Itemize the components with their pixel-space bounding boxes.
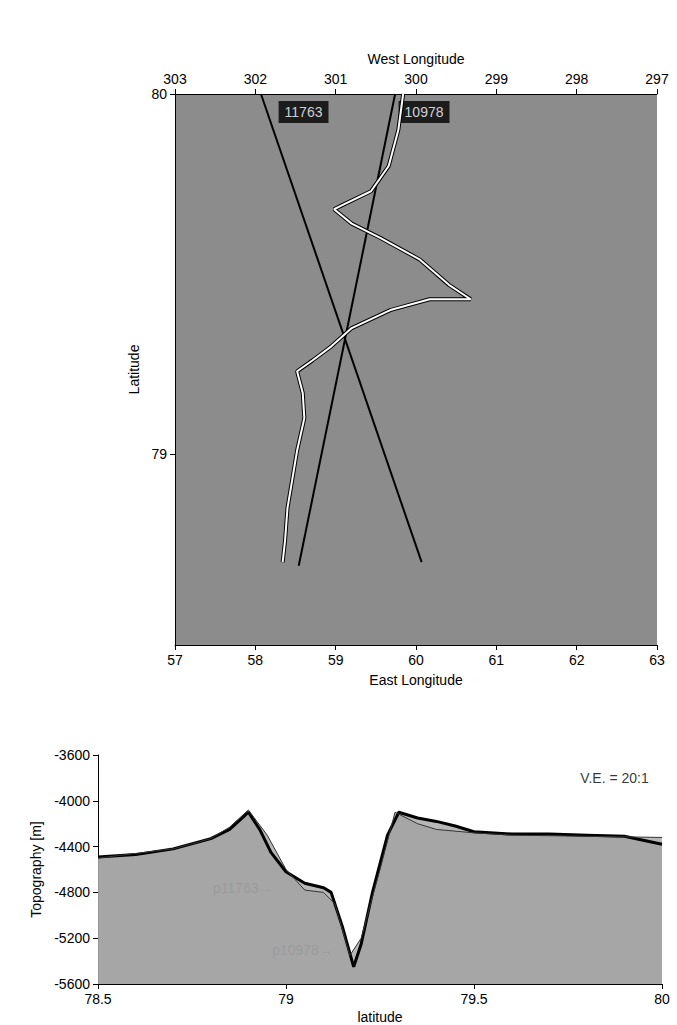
svg-text:302: 302	[244, 71, 268, 87]
svg-text:301: 301	[324, 71, 348, 87]
svg-text:303: 303	[163, 71, 187, 87]
svg-text:298: 298	[565, 71, 589, 87]
svg-text:-5600: -5600	[54, 976, 90, 992]
svg-text:79.5: 79.5	[460, 991, 487, 1007]
svg-text:Topography [m]: Topography [m]	[28, 821, 44, 918]
svg-text:10978: 10978	[405, 104, 444, 120]
svg-text:-4800: -4800	[54, 884, 90, 900]
svg-text:79: 79	[151, 446, 167, 462]
svg-text:-3600: -3600	[54, 747, 90, 763]
svg-text:latitude: latitude	[357, 1009, 402, 1025]
svg-text:61: 61	[489, 652, 505, 668]
svg-text:62: 62	[569, 652, 585, 668]
svg-text:57: 57	[167, 652, 183, 668]
svg-text:Latitude: Latitude	[126, 344, 142, 394]
svg-text:-4400: -4400	[54, 839, 90, 855]
svg-text:63: 63	[649, 652, 665, 668]
svg-text:West Longitude: West Longitude	[367, 51, 464, 67]
svg-text:78.5: 78.5	[84, 991, 111, 1007]
svg-text:58: 58	[248, 652, 264, 668]
svg-text:East Longitude: East Longitude	[369, 672, 463, 688]
svg-text:60: 60	[408, 652, 424, 668]
svg-text:297: 297	[645, 71, 669, 87]
svg-text:11763: 11763	[285, 104, 323, 120]
svg-text:V.E. = 20:1: V.E. = 20:1	[580, 770, 649, 786]
svg-text:-4000: -4000	[54, 793, 90, 809]
svg-text:299: 299	[485, 71, 509, 87]
svg-text:59: 59	[328, 652, 344, 668]
svg-text:300: 300	[404, 71, 428, 87]
svg-text:80: 80	[151, 86, 167, 102]
svg-text:-5200: -5200	[54, 930, 90, 946]
svg-text:79: 79	[278, 991, 294, 1007]
svg-text:80: 80	[654, 991, 670, 1007]
